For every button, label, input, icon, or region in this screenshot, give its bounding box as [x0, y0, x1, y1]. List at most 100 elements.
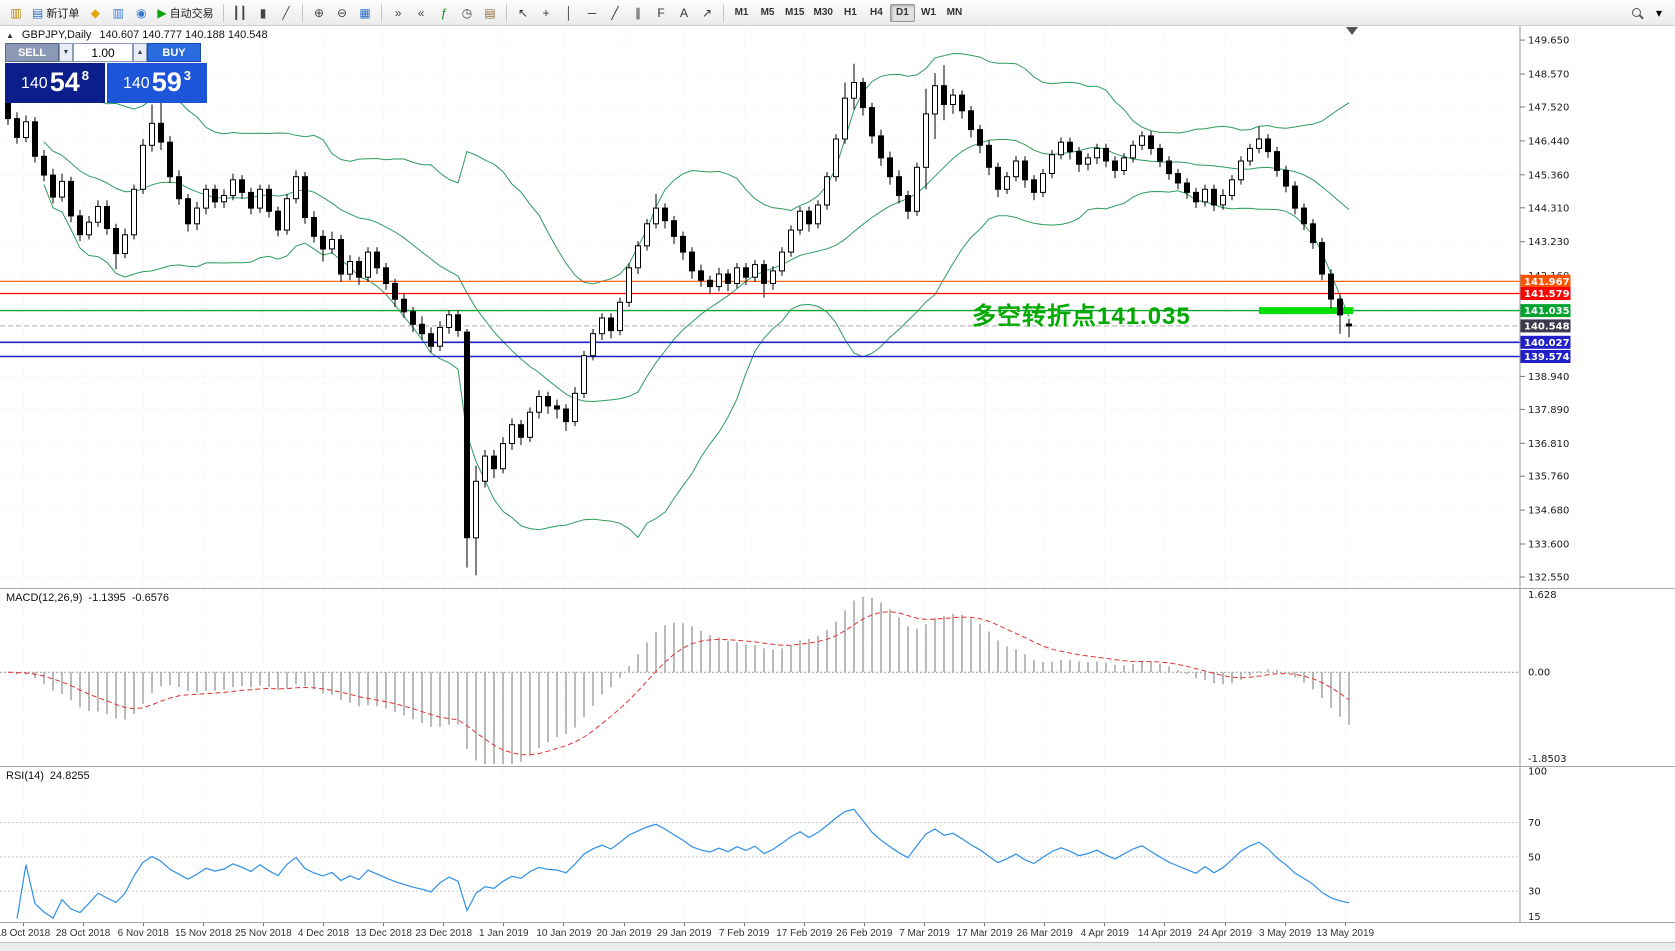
svg-text:-1.8503: -1.8503	[1528, 754, 1567, 765]
new-order-button-label: 新订单	[46, 7, 80, 20]
time-axis-tick	[1344, 922, 1346, 926]
date-axis-label: 17 Mar 2019	[956, 928, 1013, 939]
time-axis-tick	[142, 922, 144, 926]
date-axis-label: 7 Feb 2019	[718, 928, 770, 939]
timeframe-mn-button[interactable]: MN	[942, 4, 967, 22]
autotrading-button[interactable]: ▶ 自动交易	[153, 3, 217, 23]
candlestick-button[interactable]: ▮	[252, 3, 274, 23]
svg-text:135.760: 135.760	[1528, 472, 1569, 483]
data-window-icon: ◉	[136, 5, 147, 20]
timeframe-m5-button[interactable]: M5	[755, 4, 780, 22]
macd-chart-canvas[interactable]: 1.628 0.00 -1.8503	[0, 588, 1675, 766]
buy-button[interactable]: BUY	[147, 43, 201, 62]
svg-text:149.650: 149.650	[1528, 36, 1569, 47]
panel-splitter[interactable]	[0, 766, 1675, 767]
svg-text:143.230: 143.230	[1528, 237, 1569, 248]
buy-price-display[interactable]: 140 59 3	[107, 63, 207, 103]
volume-up-button[interactable]: ▲	[133, 43, 147, 62]
time-axis-tick	[1224, 922, 1226, 926]
channel-icon: ∥	[635, 5, 642, 20]
time-axis-tick	[623, 922, 625, 926]
new-chart-button[interactable]: ▥	[5, 3, 27, 23]
timeframe-d1-button[interactable]: D1	[889, 3, 915, 22]
periods-button[interactable]: ◷	[456, 3, 478, 23]
zoom-out-button[interactable]: ⊖	[331, 3, 353, 23]
chart-shift-button[interactable]: «	[410, 3, 432, 23]
panel-splitter[interactable]	[0, 588, 1675, 589]
metaeditor-icon: ◆	[90, 5, 100, 20]
trendline-icon: ╱	[611, 5, 619, 20]
date-axis-label: 14 Apr 2019	[1137, 928, 1192, 939]
chevron-down-icon: ▾	[1655, 5, 1663, 20]
timeframe-w1-button[interactable]: W1	[916, 4, 941, 22]
svg-text:30: 30	[1528, 887, 1541, 898]
volume-input[interactable]	[73, 43, 133, 62]
svg-text:137.890: 137.890	[1528, 405, 1569, 416]
crosshair-button[interactable]: +	[535, 3, 557, 23]
date-axis-label: 15 Nov 2018	[174, 928, 232, 939]
cursor-button[interactable]: ↖	[512, 3, 534, 23]
line-chart-button[interactable]: ╱	[275, 3, 297, 23]
sell-price-display[interactable]: 140 54 8	[5, 63, 105, 103]
templates-button[interactable]: ▤	[479, 3, 501, 23]
symbol-period-label: GBPJPY,Daily	[21, 29, 92, 41]
svg-text:141.035: 141.035	[1524, 306, 1570, 317]
arrows-button[interactable]: ↗	[696, 3, 718, 23]
channel-button[interactable]: ∥	[627, 3, 649, 23]
chart-text-annotation[interactable]: 多空转折点141.035	[972, 303, 1191, 330]
buy-price-big: 59	[151, 67, 182, 97]
time-axis[interactable]: 18 Oct 2018 28 Oct 2018 6 Nov 2018 15 Nov 2…	[0, 922, 1675, 942]
time-axis-tick	[503, 922, 505, 926]
collapse-triangle-icon[interactable]: ▲	[6, 30, 14, 40]
trendline-button[interactable]: ╱	[604, 3, 626, 23]
vertical-line-icon: │	[565, 5, 573, 20]
toolbar-separator	[381, 3, 383, 22]
metaeditor-button[interactable]: ◆	[84, 3, 106, 23]
bar-chart-button[interactable]: ┃┃	[229, 3, 251, 23]
timeframe-h1-button[interactable]: H1	[838, 4, 863, 22]
indicators-icon: ƒ	[440, 5, 448, 20]
date-axis-label: 4 Apr 2019	[1080, 928, 1129, 939]
options-button[interactable]: ▾	[1648, 3, 1670, 23]
date-axis-label: 29 Jan 2019	[656, 928, 712, 939]
market-watch-icon: ▥	[112, 5, 125, 20]
horizontal-line-button[interactable]: ─	[581, 3, 603, 23]
indicators-button[interactable]: ƒ	[433, 3, 455, 23]
date-axis-label: 17 Feb 2019	[776, 928, 833, 939]
data-window-button[interactable]: ◉	[130, 3, 152, 23]
sell-price-big: 54	[49, 67, 80, 97]
timeframe-m1-button[interactable]: M1	[729, 4, 754, 22]
rsi-chart-canvas[interactable]: 100 70 50 30 15	[0, 766, 1675, 922]
text-icon: A	[680, 5, 689, 20]
macd-name: MACD(12,26,9)	[6, 592, 83, 604]
time-axis-tick	[863, 922, 865, 926]
rsi-name: RSI(14)	[6, 770, 44, 782]
auto-scroll-button[interactable]: »	[387, 3, 409, 23]
search-button[interactable]	[1625, 3, 1647, 23]
time-axis-tick	[1284, 922, 1286, 926]
sell-button[interactable]: SELL	[5, 43, 59, 62]
toolbar-separator	[723, 3, 725, 22]
volume-down-button[interactable]: ▼	[59, 43, 73, 62]
timeframe-m15-button[interactable]: M15	[781, 4, 808, 22]
date-axis-label: 28 Oct 2018	[55, 928, 111, 939]
time-axis-tick	[443, 922, 445, 926]
new-order-button[interactable]: ▤ 新订单	[28, 3, 83, 23]
svg-text:138.940: 138.940	[1528, 372, 1569, 383]
time-axis-tick	[1104, 922, 1106, 926]
fibonacci-button[interactable]: F	[650, 3, 672, 23]
tile-windows-button[interactable]: ▦	[354, 3, 376, 23]
one-click-trading-widget: SELL ▼ ▲ BUY 140 54 8 140 59 3	[5, 43, 207, 103]
time-axis-tick	[323, 922, 324, 926]
svg-text:15: 15	[1528, 912, 1541, 922]
text-button[interactable]: A	[673, 3, 695, 23]
buy-price-sup: 3	[183, 68, 191, 83]
svg-text:133.600: 133.600	[1528, 540, 1569, 551]
timeframe-m30-button[interactable]: M30	[809, 4, 836, 22]
market-watch-button[interactable]: ▥	[107, 3, 129, 23]
price-chart-canvas[interactable]: 149.650 148.570 147.520 146.440 145.360 144.3…	[0, 26, 1675, 588]
vertical-line-button[interactable]: │	[558, 3, 580, 23]
svg-text:148.570: 148.570	[1528, 70, 1569, 81]
zoom-in-button[interactable]: ⊕	[308, 3, 330, 23]
timeframe-h4-button[interactable]: H4	[864, 4, 889, 22]
